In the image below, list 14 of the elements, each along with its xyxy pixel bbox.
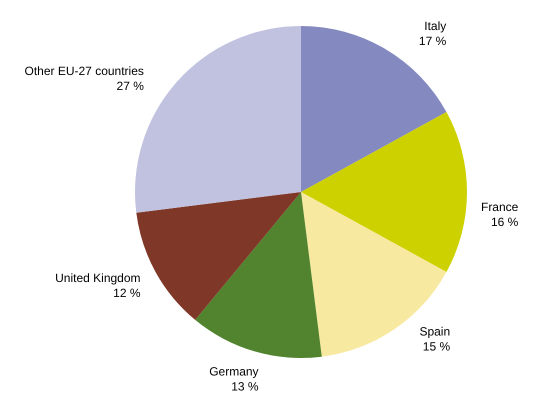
data-label: 27 %: [116, 79, 144, 94]
data-label: 15 %: [422, 339, 450, 354]
pie-slice: [301, 112, 467, 272]
data-label: 17 %: [418, 34, 447, 48]
slice-label: France: [480, 200, 519, 214]
data-label: 12 %: [113, 286, 141, 300]
slice-label: United Kingdom: [55, 270, 141, 285]
data-label: 13 %: [231, 379, 259, 394]
slice-label: Other EU-27 countries: [24, 64, 144, 78]
slice-label: Spain: [419, 324, 450, 338]
slice-label: Germany: [209, 364, 259, 378]
pie-slice: [195, 192, 322, 358]
data-label: 16 %: [490, 215, 519, 229]
slice-label: Italy: [424, 19, 446, 34]
